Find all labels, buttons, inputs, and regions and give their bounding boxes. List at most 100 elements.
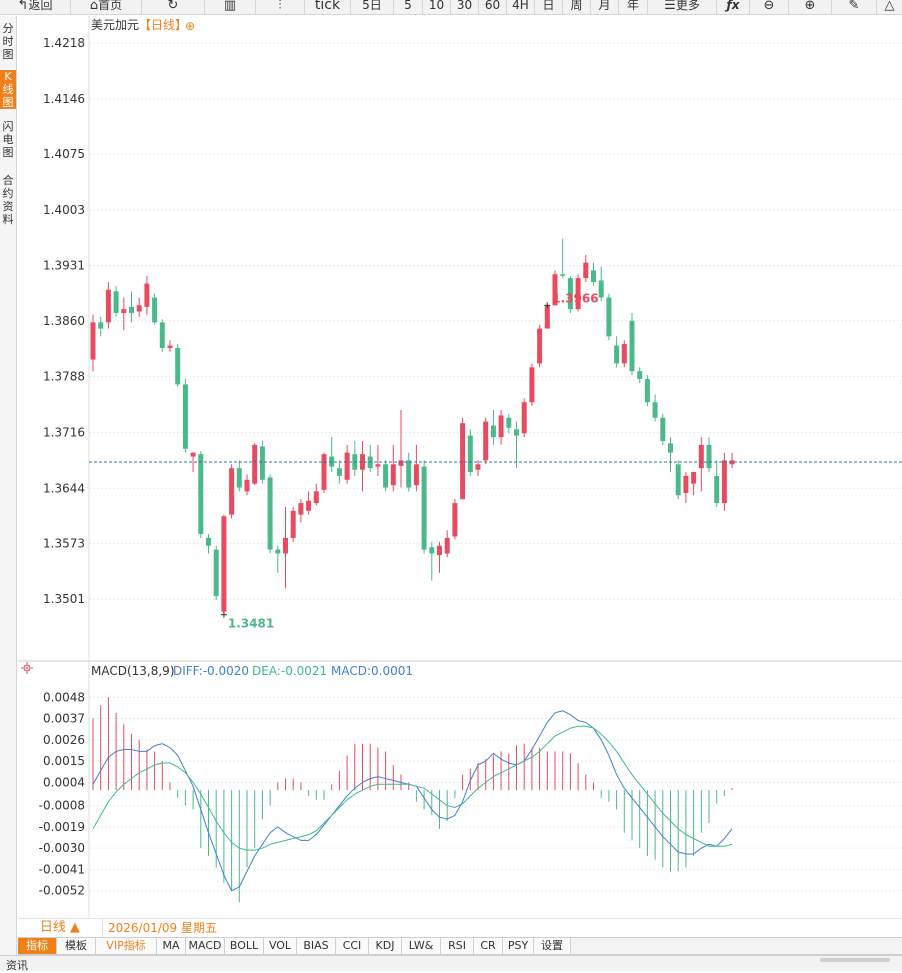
candle-body	[236, 468, 242, 488]
candle-body	[206, 537, 211, 546]
candle-body	[398, 460, 404, 466]
tab-cr[interactable]: CR	[474, 938, 503, 954]
tab-cci[interactable]: CCI	[336, 938, 369, 954]
period-month[interactable]: 月	[591, 0, 619, 14]
candle-body	[552, 274, 558, 306]
candle-body	[244, 479, 250, 492]
tab-vip-indicators[interactable]: VIP指标	[96, 938, 157, 954]
candle-body	[390, 464, 396, 486]
candle-body	[529, 367, 535, 403]
candle	[714, 460, 720, 507]
tab-lw[interactable]: LW&	[402, 938, 441, 954]
macd-settings-icon[interactable]	[21, 662, 33, 674]
tab-macd[interactable]: MACD	[186, 938, 225, 954]
max-price-label: 1.3966	[552, 291, 598, 305]
candle	[721, 452, 727, 511]
tab-timeshare[interactable]: 分时图	[0, 22, 16, 61]
candle	[213, 545, 219, 600]
candle-body	[421, 466, 427, 550]
candle-body	[483, 421, 489, 461]
settings-sliders-button[interactable]: ⫶	[256, 0, 305, 14]
add-symbol-icon[interactable]: ⊕	[185, 19, 195, 33]
footer-scrollbar[interactable]	[820, 958, 890, 962]
candle-body	[575, 278, 581, 310]
tab-indicators[interactable]: 指标	[18, 938, 57, 954]
back-button[interactable]: ↰返回	[0, 0, 71, 14]
period-week[interactable]: 周	[563, 0, 591, 14]
candle-body	[283, 537, 288, 554]
period-day[interactable]: 日	[535, 0, 563, 14]
tab-boll[interactable]: BOLL	[225, 938, 264, 954]
zoom-out-button[interactable]: ⊖	[750, 0, 789, 14]
macd-tick-label: 0.0048	[43, 690, 85, 704]
tab-templates[interactable]: 模板	[57, 938, 96, 954]
candle	[175, 344, 181, 387]
candle-body	[360, 454, 365, 470]
candle-body	[267, 477, 273, 550]
footer-news-label[interactable]: 资讯	[6, 959, 28, 972]
bottom-bar: 日线 ▲ 2026/01/09 星期五	[18, 918, 902, 937]
tab-settings[interactable]: 设置	[534, 938, 571, 954]
candle-body	[691, 472, 697, 484]
formula-button[interactable]: ƒx	[717, 0, 750, 14]
tab-ma[interactable]: MA	[157, 938, 186, 954]
candle	[506, 413, 512, 434]
tick-button[interactable]: tick	[305, 0, 351, 14]
top-toolbar: ↰返回 ⌂首页 ↻ ▥ ⫶ tick 5日 5 10 30 60 4H 日 周 …	[0, 0, 902, 15]
candle	[706, 437, 712, 473]
period-10[interactable]: 10	[423, 0, 451, 14]
candle	[375, 444, 381, 476]
candle-body	[221, 516, 227, 612]
period-select-button[interactable]: 日线 ▲	[18, 919, 103, 937]
period-4h[interactable]: 4H	[507, 0, 535, 14]
price-axis-labels: 1.4218 1.4146 1.4075 1.4003 1.3931 1.3860 1.37…	[43, 36, 85, 606]
candle-body	[668, 443, 673, 453]
period-year[interactable]: 年	[619, 0, 648, 14]
period-30[interactable]: 30	[451, 0, 479, 14]
indicator-tabbar: 指标 模板 VIP指标 MA MACD BOLL VOL BIAS CCI KD…	[18, 937, 902, 955]
tab-vol[interactable]: VOL	[264, 938, 297, 954]
candle	[544, 305, 550, 329]
tab-bias[interactable]: BIAS	[297, 938, 336, 954]
candle	[483, 417, 489, 465]
tab-flash[interactable]: 闪电图	[0, 120, 16, 159]
period-5day[interactable]: 5日	[351, 0, 394, 14]
candlesticks	[90, 238, 735, 615]
price-tick-label: 1.3788	[43, 370, 85, 384]
candle	[105, 282, 111, 329]
tab-rsi[interactable]: RSI	[441, 938, 474, 954]
candle-body	[506, 417, 512, 428]
more-button[interactable]: ☰更多	[648, 0, 717, 14]
draw-button[interactable]: ✎	[832, 0, 877, 14]
candle	[90, 314, 96, 372]
candle	[159, 319, 165, 352]
zoom-in-button[interactable]: ⊕	[789, 0, 832, 14]
tab-kdj[interactable]: KDJ	[369, 938, 402, 954]
chart-type-button[interactable]: ▥	[205, 0, 256, 14]
candle-body	[591, 270, 596, 283]
candle	[467, 429, 473, 476]
candle-body	[567, 278, 573, 310]
candle	[575, 274, 581, 312]
candle-body	[129, 306, 134, 314]
price-tick-label: 1.3716	[43, 425, 85, 439]
more-label: 更多	[675, 0, 700, 12]
pen-icon: ✎	[848, 0, 860, 13]
candle-body	[259, 446, 265, 480]
home-button[interactable]: ⌂首页	[71, 0, 142, 14]
candle-body	[490, 425, 496, 438]
tab-contract[interactable]: 合约资料	[0, 174, 16, 226]
period-5[interactable]: 5	[394, 0, 423, 14]
period-60[interactable]: 60	[479, 0, 507, 14]
refresh-button[interactable]: ↻	[142, 0, 205, 14]
candle-body	[159, 322, 165, 348]
candle	[437, 541, 442, 573]
tab-psy[interactable]: PSY	[503, 938, 534, 954]
candle-body	[152, 297, 158, 323]
shape-button[interactable]: △	[877, 0, 902, 14]
candle	[352, 441, 358, 476]
candle	[614, 336, 620, 368]
candle	[313, 483, 319, 506]
tab-kline[interactable]: K线图	[0, 70, 16, 109]
